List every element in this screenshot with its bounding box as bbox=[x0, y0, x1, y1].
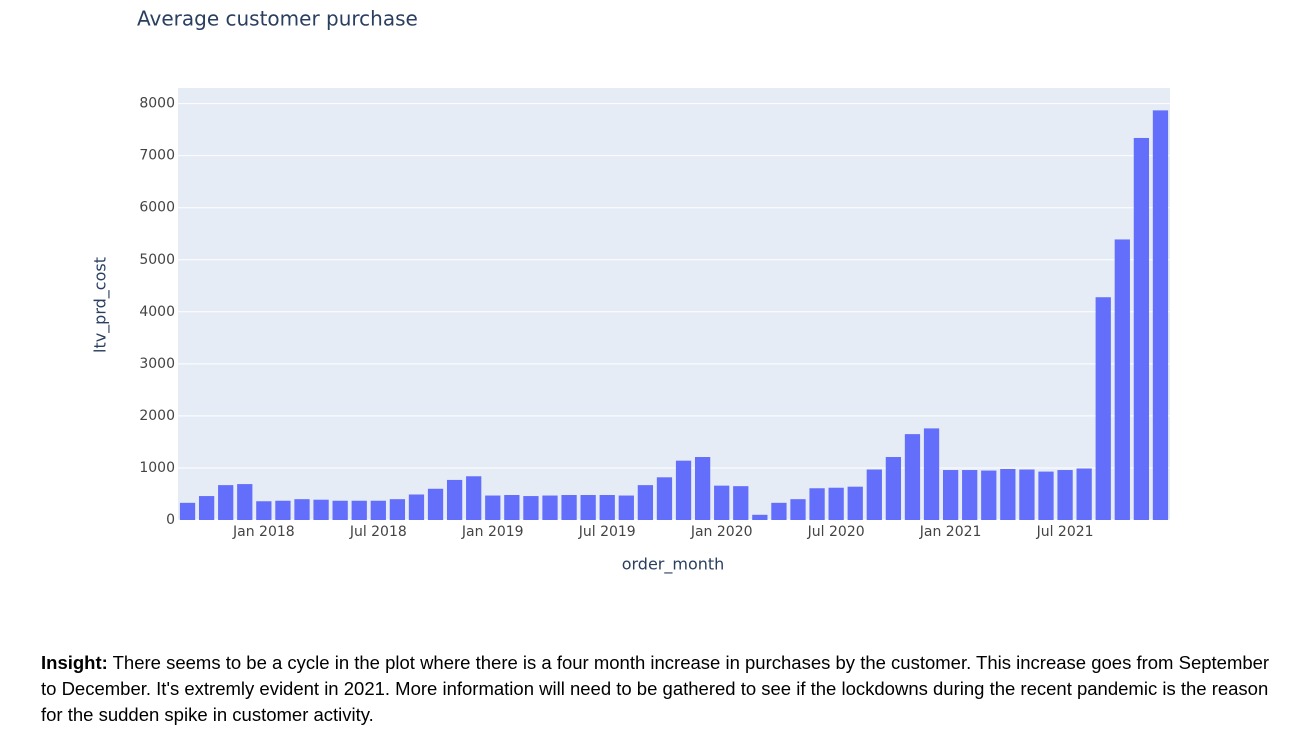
bar bbox=[675, 460, 692, 520]
y-tick-label: 8000 bbox=[139, 96, 175, 112]
bar bbox=[733, 486, 749, 520]
bar bbox=[656, 477, 673, 520]
y-tick-label: 4000 bbox=[139, 304, 175, 320]
bar bbox=[1133, 137, 1150, 521]
bar bbox=[847, 486, 863, 520]
bar bbox=[1114, 239, 1130, 520]
y-tick-label: 1000 bbox=[139, 460, 175, 476]
bar bbox=[771, 502, 787, 520]
bar bbox=[1076, 468, 1092, 520]
bar bbox=[942, 470, 959, 520]
bar bbox=[599, 495, 615, 520]
bar bbox=[237, 484, 253, 520]
x-tick-label: Jul 2020 bbox=[807, 524, 865, 540]
x-tick-label: Jul 2019 bbox=[578, 524, 636, 540]
insight-label: Insight: bbox=[41, 652, 108, 673]
bar bbox=[408, 494, 425, 520]
bar bbox=[1019, 469, 1035, 520]
bar bbox=[504, 495, 520, 520]
bar bbox=[1152, 110, 1169, 520]
bar bbox=[694, 457, 711, 520]
x-tick-label: Jan 2020 bbox=[690, 524, 753, 540]
x-axis-label: order_month bbox=[622, 555, 725, 575]
bar bbox=[981, 470, 997, 520]
bar bbox=[294, 499, 310, 520]
bar bbox=[618, 495, 634, 520]
bar bbox=[904, 434, 921, 520]
bar bbox=[580, 495, 596, 520]
chart-title: Average customer purchase bbox=[137, 7, 418, 31]
bar bbox=[485, 495, 501, 520]
bar bbox=[256, 501, 272, 520]
bar bbox=[275, 500, 291, 520]
bar bbox=[1057, 470, 1073, 520]
bar bbox=[389, 499, 406, 520]
bar bbox=[542, 495, 558, 520]
bar bbox=[561, 495, 577, 520]
y-tick-label: 6000 bbox=[139, 200, 175, 216]
y-tick-label: 0 bbox=[166, 512, 175, 528]
bar bbox=[351, 500, 367, 520]
bar bbox=[332, 500, 348, 520]
bar bbox=[866, 469, 882, 520]
x-tick-label: Jan 2019 bbox=[461, 524, 524, 540]
bar bbox=[637, 485, 654, 520]
bar bbox=[313, 499, 329, 520]
y-tick-label: 5000 bbox=[139, 252, 175, 268]
y-tick-label: 3000 bbox=[139, 356, 175, 372]
bar bbox=[523, 496, 539, 520]
plot-area bbox=[178, 88, 1170, 520]
x-tick-label: Jan 2018 bbox=[232, 524, 295, 540]
bar bbox=[466, 476, 482, 520]
insight: Insight: There seems to be a cycle in th… bbox=[41, 650, 1281, 728]
bar bbox=[752, 514, 768, 520]
bar bbox=[790, 499, 806, 520]
bar bbox=[198, 496, 215, 520]
y-tick-label: 7000 bbox=[139, 148, 175, 164]
chart: Average customer purchase order_month lt… bbox=[91, 7, 1170, 575]
bar bbox=[1095, 297, 1111, 520]
y-tick-label: 2000 bbox=[139, 408, 175, 424]
y-axis-label: ltv_prd_cost bbox=[91, 257, 111, 353]
bar bbox=[885, 457, 902, 520]
bar bbox=[923, 428, 940, 520]
bar bbox=[446, 479, 463, 520]
x-tick-label: Jul 2018 bbox=[349, 524, 407, 540]
x-tick-label: Jan 2021 bbox=[919, 524, 982, 540]
bar bbox=[1000, 468, 1016, 520]
insight-text: There seems to be a cycle in the plot wh… bbox=[41, 652, 1270, 725]
bar bbox=[179, 502, 196, 520]
bar bbox=[828, 487, 844, 520]
bar bbox=[218, 485, 234, 520]
bar bbox=[962, 470, 978, 520]
bar bbox=[714, 485, 730, 520]
bar bbox=[1038, 471, 1054, 520]
bar bbox=[370, 500, 386, 520]
bar bbox=[427, 488, 444, 520]
x-tick-label: Jul 2021 bbox=[1036, 524, 1094, 540]
bar bbox=[809, 488, 825, 520]
